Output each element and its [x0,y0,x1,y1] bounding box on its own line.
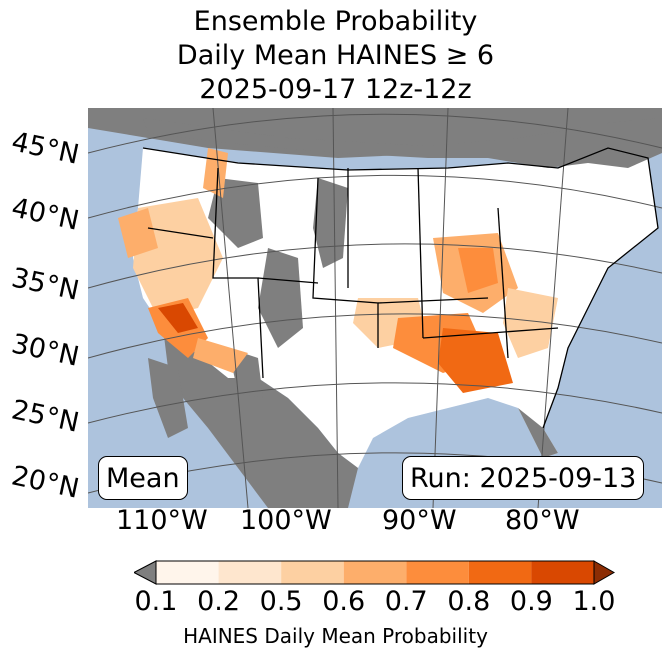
colorbar-over-arrow [593,560,616,585]
colorbar-tick-label: 0.5 [259,586,303,617]
stat-label-box: Mean [98,456,188,500]
lon-label-100: 100°W [240,505,332,536]
colorbar-segment [343,561,407,584]
colorbar-segment [468,561,532,584]
colorbar-tick-label: 0.7 [384,586,428,617]
mexico-land [163,328,358,508]
lat-label-40: 40°N [8,192,82,237]
state-borders [142,147,659,429]
probability-shading [118,148,558,393]
lat-label-25: 25°N [8,394,82,439]
title-line-3: 2025-09-17 12z-12z [199,74,472,105]
colorbar [134,560,616,585]
colorbar-label: HAINES Daily Mean Probability [183,624,488,648]
map-panel [88,108,662,508]
title-line-2: Daily Mean HAINES ≥ 6 [176,40,495,71]
lat-label-35: 35°N [8,262,82,307]
canada-land [143,118,662,168]
run-date-box: Run: 2025-09-13 [402,456,645,500]
lon-label-110: 110°W [116,505,208,536]
colorbar-segment [156,561,219,584]
lat-label-20: 20°N [8,460,82,505]
colorbar-under-arrow [134,560,157,585]
colorbar-tick-label: 1.0 [572,586,616,617]
lat-label-30: 30°N [8,328,82,373]
lon-label-90: 90°W [382,505,457,536]
colorbar-tick-label: 0.6 [322,586,366,617]
lon-label-80: 80°W [505,505,580,536]
lat-label-45: 45°N [8,126,82,171]
colorbar-tick-label: 0.1 [134,586,178,617]
colorbar-tick-label: 0.2 [197,586,241,617]
colorbar-tick-label: 0.9 [509,586,553,617]
colorbar-segment [531,561,594,584]
colorbar-segment [406,561,469,584]
colorbar-tick-label: 0.8 [447,586,491,617]
colorbar-segment [281,561,344,584]
title-line-1: Ensemble Probability [193,6,478,37]
colorbar-segment [218,561,282,584]
land-mass [88,108,662,158]
